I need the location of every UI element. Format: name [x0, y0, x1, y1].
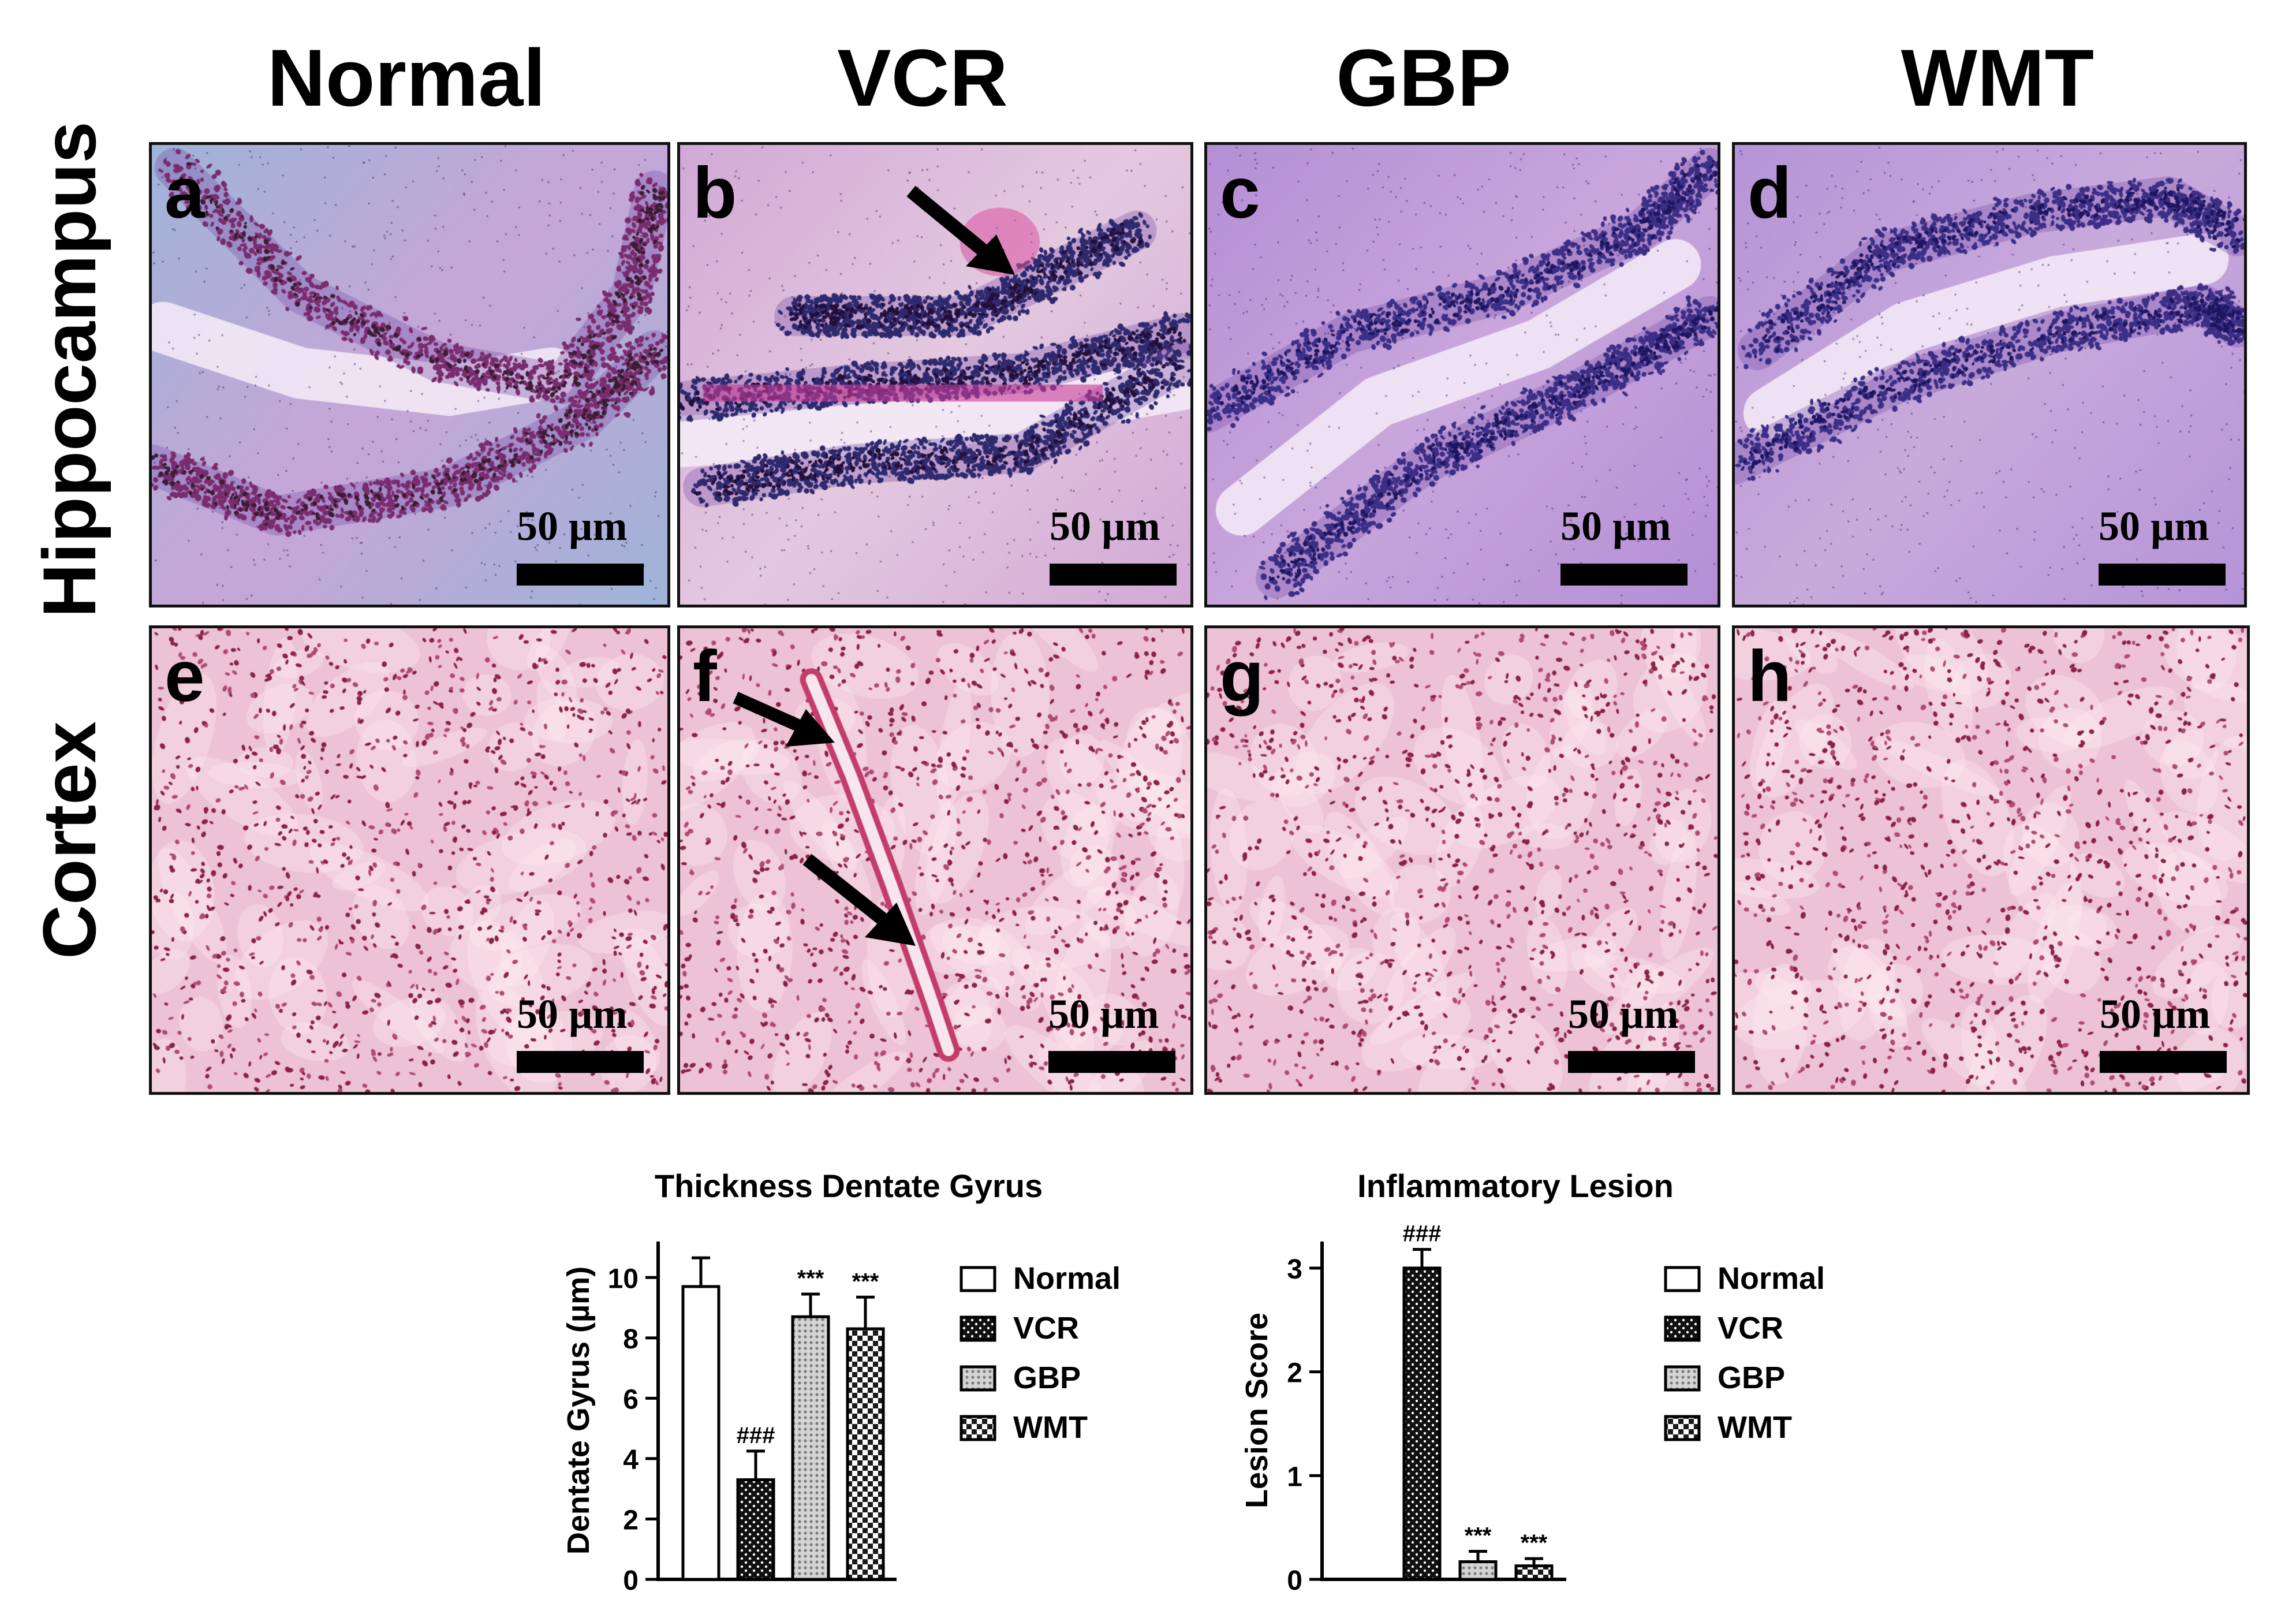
panel-letter: h: [1748, 636, 1792, 717]
column-header-wmt: WMT: [1901, 32, 2095, 123]
y-tick-label: 8: [623, 1324, 639, 1355]
scale-bar: [517, 564, 644, 586]
legend-swatch-vcr: [960, 1315, 996, 1342]
panel-letter: d: [1748, 153, 1792, 233]
legend-swatch-normal: [1664, 1266, 1701, 1292]
panel-c: c 50 µm: [1204, 142, 1720, 607]
legend-label-normal: Normal: [1013, 1261, 1121, 1296]
micrograph-cortex-gbp: [1207, 628, 1718, 1092]
bar-gbp: [791, 1315, 830, 1581]
panel-g: g 50 µm: [1204, 625, 1720, 1095]
scale-bar-label: 50 µm: [1048, 991, 1159, 1037]
bar-normal: [681, 1285, 720, 1581]
panel-letter: c: [1220, 153, 1260, 233]
micrograph-cortex-normal: [152, 628, 667, 1092]
scale-bar: [2099, 564, 2226, 586]
y-tick-label: 6: [623, 1384, 639, 1415]
y-tick-label: 2: [623, 1505, 639, 1535]
chart-inflammatory-lesion: Inflammatory Lesion 0 1 2 3 Lesion Score ### **…: [1240, 1168, 1825, 1596]
panel-letter: b: [693, 153, 737, 233]
y-axis-label: Lesion Score: [1240, 1313, 1274, 1508]
bar-wmt: [1514, 1564, 1554, 1581]
lesion-arrow: [733, 691, 835, 747]
column-header-vcr: VCR: [837, 32, 1008, 123]
panel-letter: g: [1220, 636, 1264, 717]
panel-letter: a: [165, 153, 205, 233]
chart-thickness-dentate-gyrus: Thickness Dentate Gyrus 0 2 4 6 8 10 Dentate Gy…: [561, 1168, 1121, 1596]
legend-swatch-normal: [960, 1266, 996, 1292]
legend-swatch-wmt: [1664, 1415, 1701, 1441]
micrograph-hippocampus-vcr: [680, 145, 1190, 605]
scale-bar-label: 50 µm: [2099, 503, 2209, 549]
legend-label-wmt: WMT: [1718, 1410, 1792, 1445]
y-axis-label: Dentate Gyrus (µm): [561, 1266, 596, 1555]
y-tick-label: 0: [1287, 1565, 1302, 1596]
scale-bar-label: 50 µm: [2100, 991, 2211, 1037]
bar-wmt: [846, 1327, 885, 1581]
chart-title: Thickness Dentate Gyrus: [655, 1168, 1043, 1204]
panel-f: f 50 µm: [677, 625, 1193, 1095]
scale-bar-label: 50 µm: [517, 503, 628, 549]
significance-label: ###: [737, 1423, 775, 1448]
panel-b: b 50 µm: [677, 142, 1193, 607]
chart-title: Inflammatory Lesion: [1357, 1168, 1674, 1204]
scale-bar-label: 50 µm: [1568, 991, 1679, 1037]
lesion-arrow: [802, 853, 916, 946]
y-tick-label: 2: [1287, 1358, 1302, 1389]
lesion-arrow: [906, 185, 1015, 275]
panel-h: h 50 µm: [1732, 625, 2250, 1095]
legend-label-vcr: VCR: [1718, 1311, 1783, 1345]
legend-swatch-gbp: [960, 1365, 996, 1392]
scale-bar: [2100, 1051, 2227, 1073]
legend-label-gbp: GBP: [1013, 1360, 1081, 1395]
scale-bar: [1050, 564, 1177, 586]
micrograph-hippocampus-gbp: [1207, 145, 1718, 605]
y-tick-label: 0: [623, 1565, 639, 1596]
significance-label: ***: [797, 1266, 824, 1291]
significance-label: ***: [1521, 1530, 1548, 1556]
legend-swatch-wmt: [960, 1415, 996, 1441]
legend-swatch-gbp: [1664, 1365, 1701, 1392]
legend-swatch-vcr: [1664, 1315, 1701, 1342]
scale-bar-label: 50 µm: [517, 991, 628, 1037]
y-tick-label: 3: [1287, 1254, 1302, 1285]
panel-e: e 50 µm: [149, 625, 670, 1095]
scale-bar: [517, 1051, 644, 1073]
micrograph-cortex-wmt: [1735, 628, 2247, 1092]
micrograph-hippocampus-normal: [152, 145, 667, 605]
scale-bar-label: 50 µm: [1560, 503, 1671, 549]
legend-label-normal: Normal: [1718, 1261, 1825, 1296]
y-tick-label: 1: [1287, 1462, 1302, 1492]
bar-vcr: [1402, 1266, 1442, 1581]
legend-label-gbp: GBP: [1718, 1360, 1785, 1395]
legend-label-vcr: VCR: [1013, 1311, 1079, 1345]
scale-bar: [1048, 1051, 1175, 1073]
bar-vcr: [736, 1478, 775, 1581]
panel-d: d 50 µm: [1732, 142, 2247, 607]
bar-gbp: [1458, 1560, 1498, 1581]
panel-a: a 50 µm: [149, 142, 670, 607]
significance-label: ###: [1403, 1221, 1442, 1247]
scale-bar: [1560, 564, 1688, 586]
significance-label: ***: [852, 1269, 879, 1294]
legend-label-wmt: WMT: [1013, 1410, 1088, 1445]
significance-label: ***: [1465, 1523, 1492, 1548]
y-tick-label: 10: [608, 1263, 639, 1294]
scale-bar-label: 50 µm: [1050, 503, 1160, 549]
panel-letter: f: [693, 636, 717, 717]
column-header-normal: Normal: [267, 32, 546, 123]
panel-letter: e: [165, 636, 205, 717]
scale-bar: [1568, 1051, 1695, 1073]
column-header-gbp: GBP: [1336, 32, 1511, 123]
micrograph-hippocampus-wmt: [1735, 145, 2244, 605]
y-tick-label: 4: [623, 1445, 639, 1475]
